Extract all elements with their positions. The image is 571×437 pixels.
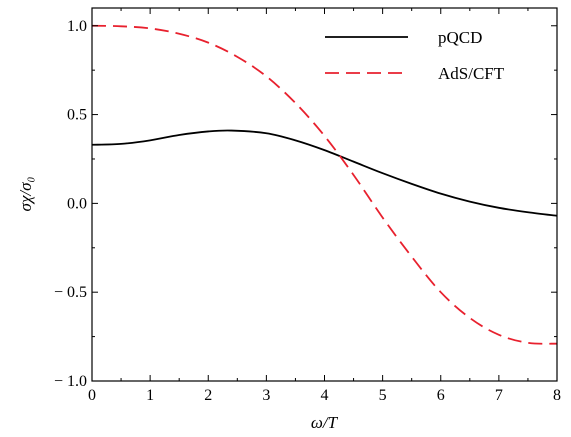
axis-ticks: 0 1 2 3 4 5 6 7 8 − 1.0 − 0.5 0.0 0.5 1.0 [54,8,561,404]
y-tick-label: − 0.5 [54,284,87,301]
y-tick-label: 0.0 [67,195,87,212]
x-tick-label: 4 [321,387,329,404]
plot-area [91,24,558,345]
legend-label-ads-cft: AdS/CFT [438,64,505,83]
x-tick-label: 7 [495,387,503,404]
x-tick-label: 0 [88,387,96,404]
legend: pQCD AdS/CFT [325,28,505,83]
x-tick-label: 1 [146,387,154,404]
x-tick-label: 3 [262,387,270,404]
legend-label-pqcd: pQCD [438,28,482,47]
series-line-pqcd [91,129,558,217]
x-tick-label: 6 [437,387,445,404]
x-tick-label: 8 [553,387,561,404]
x-tick-label: 2 [204,387,212,404]
y-tick-label: 0.5 [67,107,87,124]
y-tick-label: 1.0 [67,18,87,35]
y-tick-label: − 1.0 [54,373,87,390]
x-axis-title: ω/T [311,413,339,432]
series-line-ads-cft [91,24,558,345]
y-axis-title: σχ/σ₀ [16,176,35,211]
x-tick-label: 5 [379,387,387,404]
